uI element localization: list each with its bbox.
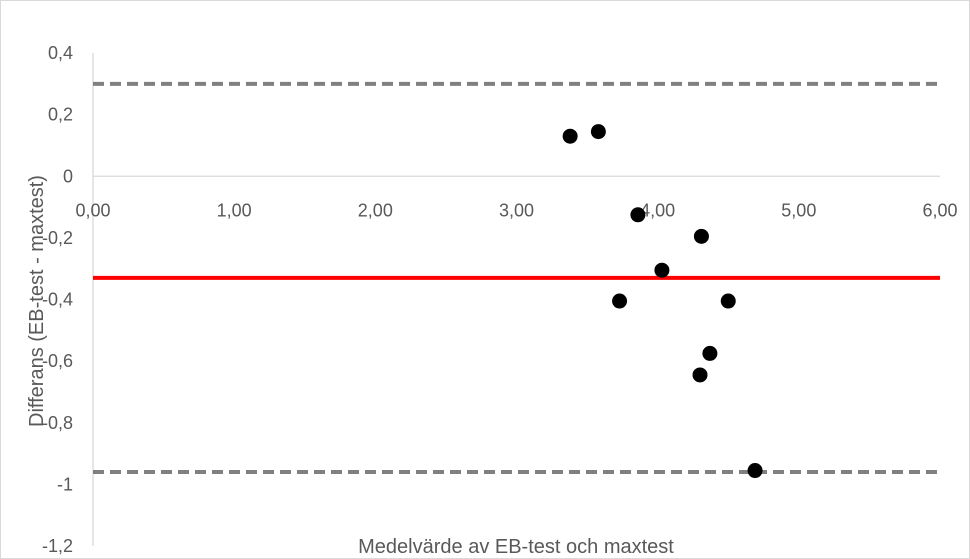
data-point <box>562 128 578 144</box>
axes <box>92 53 940 546</box>
data-point <box>590 124 606 140</box>
data-point <box>720 293 736 309</box>
y-tick-label: 0 <box>63 166 73 186</box>
y-tick-label: -0,2 <box>42 228 73 248</box>
x-tick-label: 1,00 <box>217 200 252 220</box>
x-axis-title: Medelvärde av EB-test och maxtest <box>358 536 674 558</box>
data-point <box>747 463 763 479</box>
y-tick-labels: 0,4 0,2 0 -0,2 -0,4 -0,6 -0,8 -1 -1,2 <box>42 43 73 556</box>
data-point <box>612 293 628 309</box>
data-point <box>692 367 708 383</box>
reference-lines <box>93 81 940 475</box>
data-points <box>562 124 763 479</box>
x-tick-label: 6,00 <box>922 200 957 220</box>
x-tick-label: 0,00 <box>75 200 110 220</box>
y-tick-label: 0,4 <box>48 43 73 63</box>
x-tick-label: 5,00 <box>781 200 816 220</box>
y-tick-label: -1 <box>57 474 73 494</box>
y-tick-label: -0,6 <box>42 351 73 371</box>
data-point <box>693 228 709 244</box>
y-tick-label: -0,8 <box>42 413 73 433</box>
x-tick-labels: 0,00 1,00 2,00 3,00 4,00 5,00 6,00 <box>75 200 957 220</box>
data-point <box>630 207 646 223</box>
y-axis-title: Differans (EB-test - maxtest) <box>26 175 48 427</box>
y-tick-label: -0,4 <box>42 290 73 310</box>
x-tick-label: 2,00 <box>358 200 393 220</box>
x-tick-label: 4,00 <box>640 200 675 220</box>
data-point <box>702 345 718 361</box>
y-tick-label: 0,2 <box>48 105 73 125</box>
data-point <box>654 262 670 278</box>
y-tick-label: -1,2 <box>42 536 73 556</box>
x-tick-label: 3,00 <box>499 200 534 220</box>
